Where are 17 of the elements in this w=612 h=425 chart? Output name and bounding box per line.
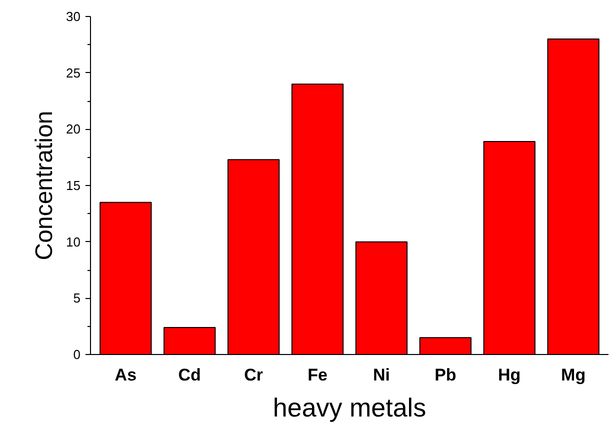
- y-tick-label: 0: [73, 347, 81, 362]
- y-tick-label: 15: [66, 178, 81, 193]
- x-tick-label: Mg: [561, 366, 586, 384]
- x-axis-title: heavy metals: [272, 392, 426, 422]
- x-tick-label: Ni: [372, 366, 390, 384]
- y-tick-label: 30: [66, 9, 81, 24]
- x-tick-label: Pb: [434, 366, 456, 384]
- y-tick-label: 20: [66, 122, 81, 137]
- y-tick-label: 10: [66, 234, 81, 250]
- x-tick-label: Hg: [498, 366, 521, 384]
- x-tick-label: Cr: [244, 366, 264, 384]
- y-tick-label: 25: [66, 65, 81, 80]
- y-tick-label: 5: [73, 290, 81, 306]
- x-tick-label: Cd: [178, 366, 201, 384]
- y-axis-title: Concentration: [31, 110, 58, 260]
- x-tick-label: Fe: [308, 366, 328, 384]
- x-tick-label: As: [114, 366, 137, 384]
